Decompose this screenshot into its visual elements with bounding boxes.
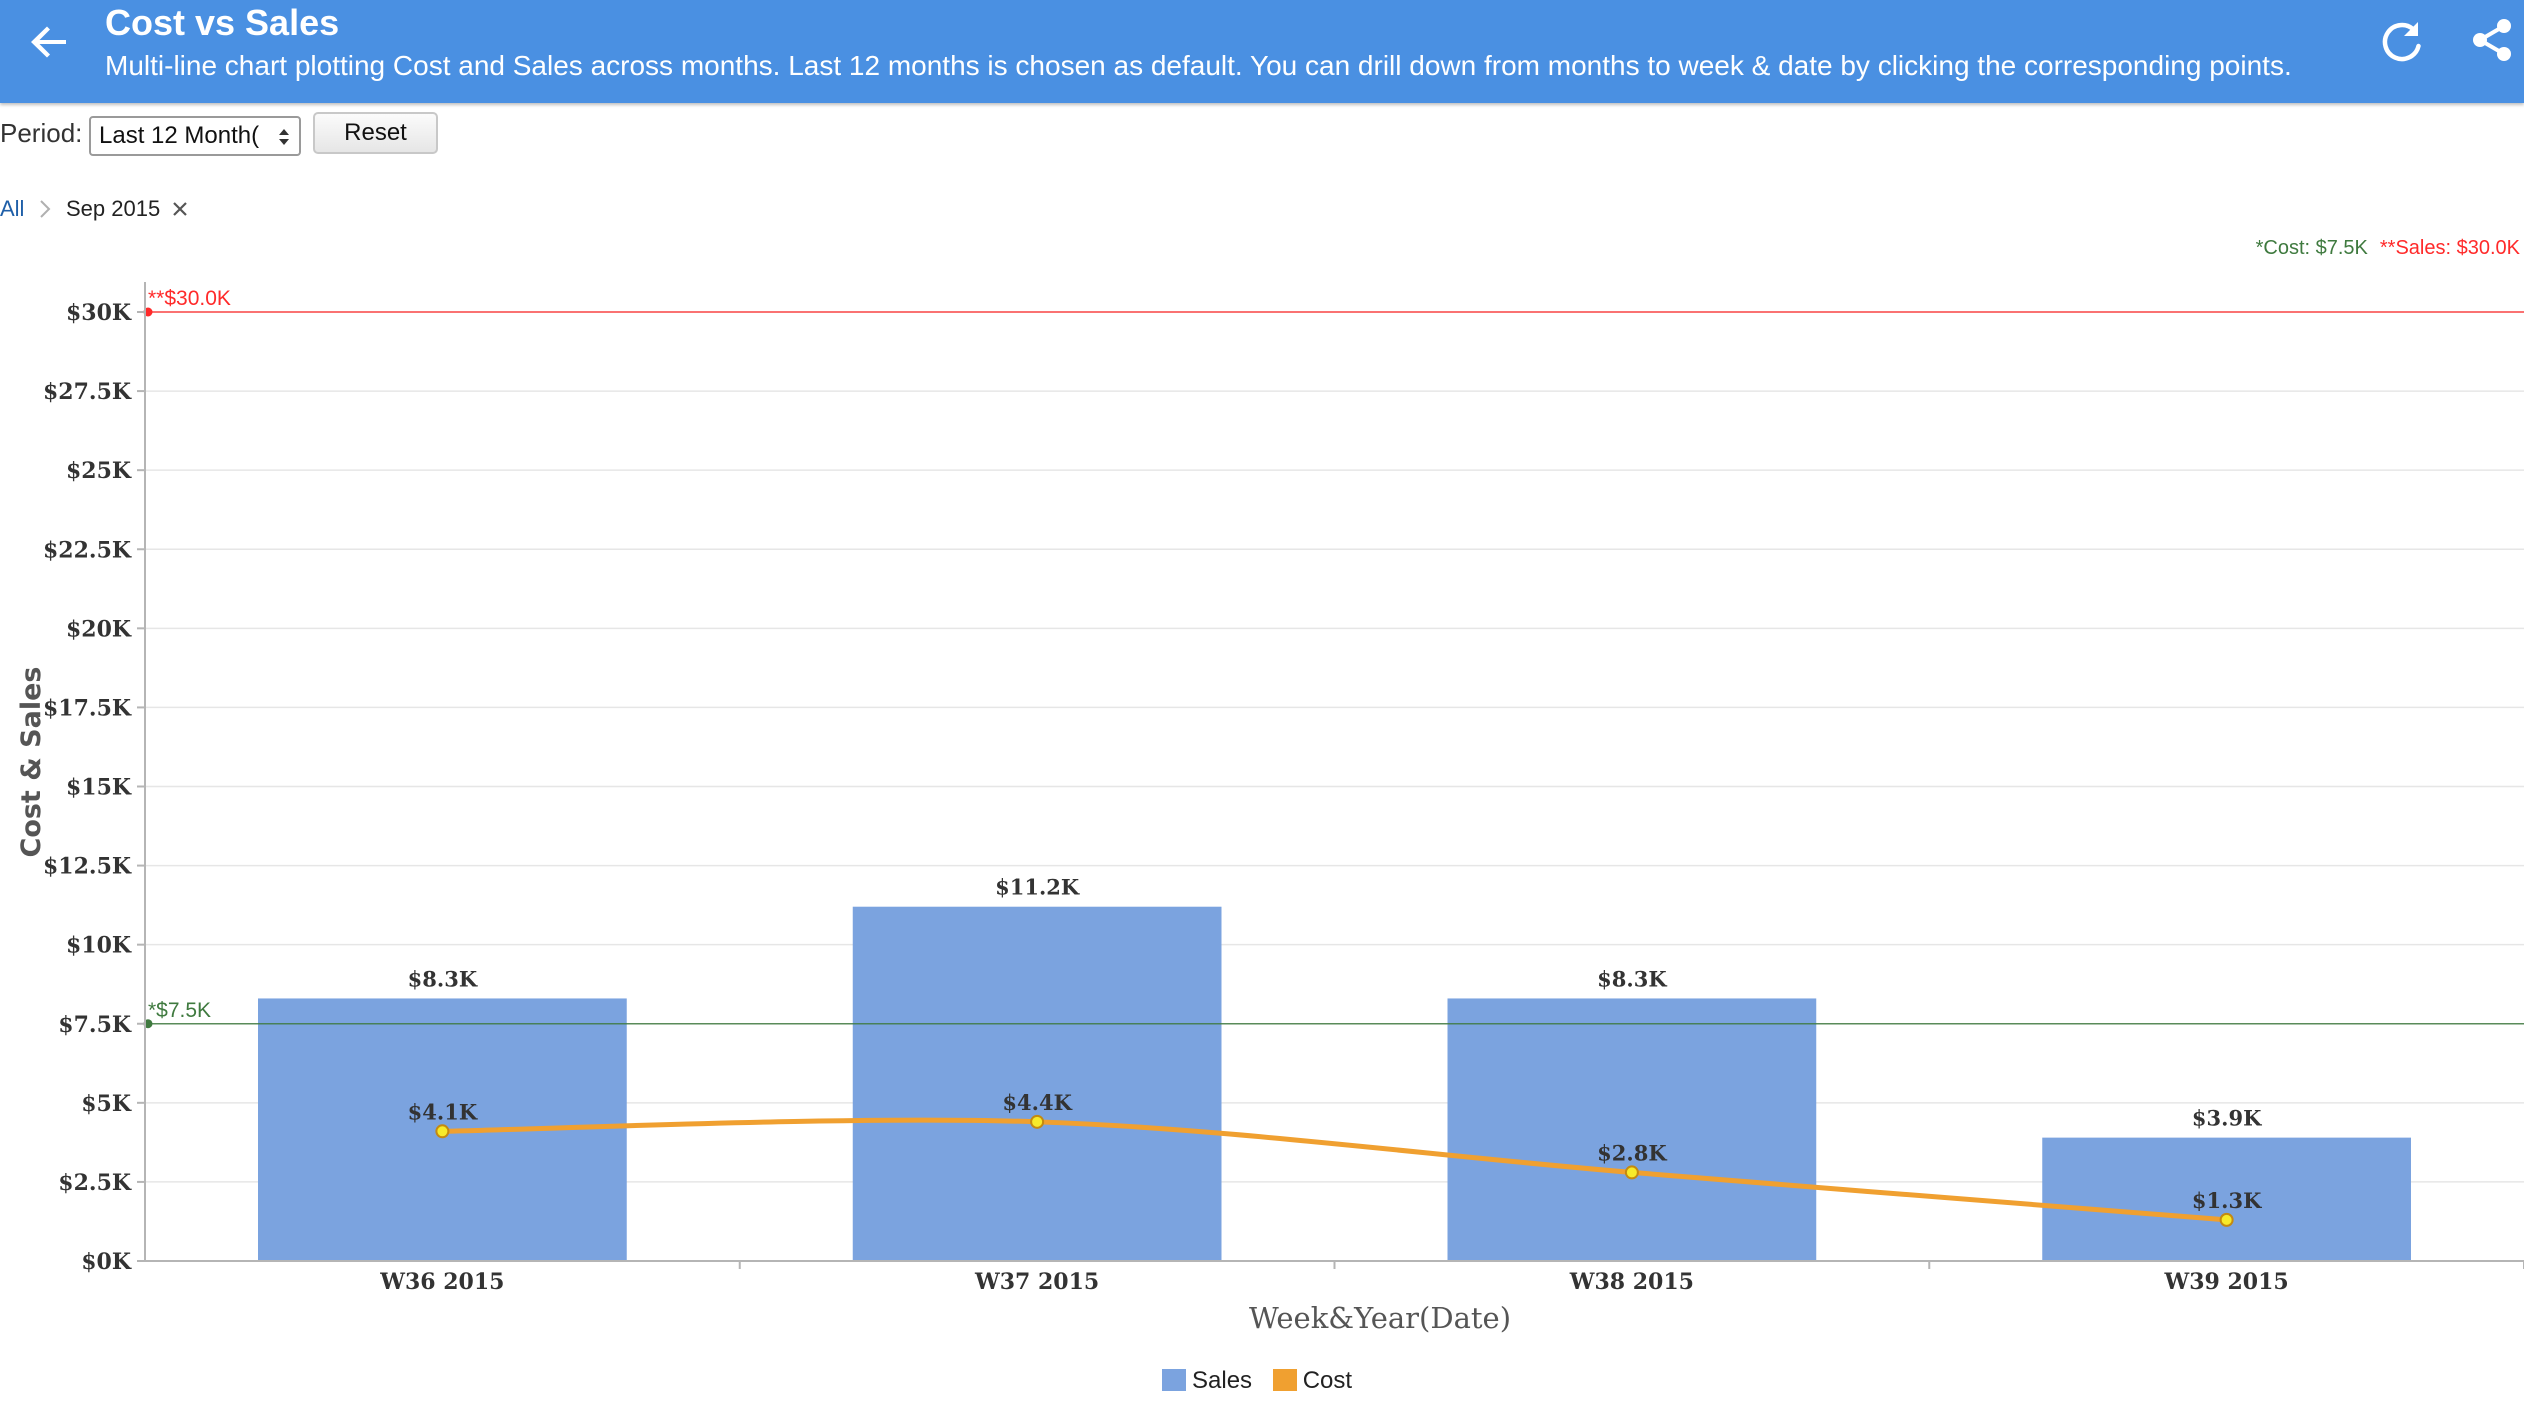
y-tick-label: $17.5K: [43, 695, 132, 721]
x-tick-labels: W36 2015 W37 2015 W38 2015 W39 2015: [379, 1261, 2524, 1295]
cost-line: [435, 1114, 2234, 1227]
cost-data-label: $2.8K: [1597, 1140, 1667, 1165]
refresh-icon: [2382, 22, 2421, 62]
cost-point[interactable]: [435, 1124, 450, 1139]
y-tick-label: $15K: [66, 775, 132, 801]
page-subtitle: Multi-line chart plotting Cost and Sales…: [105, 50, 2292, 81]
reset-button[interactable]: Reset: [313, 112, 438, 154]
y-tick-label: $22.5K: [43, 537, 132, 563]
breadcrumb-all-link[interactable]: All: [0, 196, 25, 221]
back-button[interactable]: [22, 14, 78, 70]
y-tick-label: $27.5K: [43, 379, 132, 405]
cost-point[interactable]: [1624, 1165, 1639, 1180]
arrow-left-icon: [31, 26, 66, 58]
y-tick-label: $12.5K: [43, 854, 132, 880]
x-axis-title: Week&Year(Date): [1249, 1301, 1511, 1335]
x-tick-label: W39 2015: [2164, 1269, 2289, 1295]
cost-series-line: [442, 1117, 2227, 1223]
period-select[interactable]: Last 12 Month(: [89, 116, 301, 156]
y-tick-label: $5K: [81, 1091, 132, 1117]
cost-swatch: [1272, 1369, 1297, 1391]
refresh-button[interactable]: [2376, 16, 2428, 68]
sales-data-label: $3.9K: [2192, 1106, 2262, 1131]
y-tick-label: $10K: [66, 933, 132, 959]
cost-reference-legend: *Cost: $7.5K: [2255, 237, 2368, 259]
y-tick-label: $2.5K: [58, 1170, 132, 1196]
sales-bars: [258, 906, 2411, 1261]
cost-sales-chart: **$30.0K *$7.5K $0K $2.5K $5K $7.5K $10K $12.5…: [16, 282, 2524, 1335]
cost-point[interactable]: [1030, 1114, 1045, 1129]
period-select-value: Last 12 Month(: [99, 122, 260, 149]
sales-data-label: $8.3K: [1597, 966, 1667, 991]
legend-item-cost[interactable]: Cost: [1272, 1366, 1353, 1396]
reference-legend: *Cost: $7.5K **Sales: $30.0K: [2256, 234, 2520, 262]
share-icon: [2473, 19, 2511, 61]
y-axis-title: Cost & Sales: [16, 667, 47, 858]
sales-bar[interactable]: [852, 906, 1222, 1261]
app-header: Cost vs Sales Multi-line chart plotting …: [0, 0, 2524, 103]
sales-reference-label: **$30.0K: [148, 287, 231, 310]
cost-reference-label: *$7.5K: [148, 999, 211, 1022]
sales-bar[interactable]: [1447, 998, 1817, 1261]
sales-data-label: $8.3K: [408, 966, 478, 991]
sales-reference-legend: **Sales: $30.0K: [2379, 237, 2520, 259]
chart-legend: Sales Cost: [1162, 1366, 1366, 1396]
legend-label-sales: Sales: [1192, 1367, 1253, 1394]
updown-arrows-icon: [279, 129, 289, 145]
x-tick-label: W36 2015: [379, 1269, 504, 1295]
y-tick-label: $30K: [66, 300, 132, 326]
legend-item-sales[interactable]: Sales: [1162, 1366, 1252, 1396]
cost-data-label: $4.1K: [408, 1099, 478, 1124]
y-tick-label: $20K: [66, 616, 132, 642]
y-tick-label: $25K: [66, 458, 132, 484]
legend-label-cost: Cost: [1302, 1367, 1353, 1394]
cost-point[interactable]: [2219, 1212, 2234, 1227]
period-label: Period:: [0, 118, 83, 148]
page-title: Cost vs Sales: [105, 2, 340, 43]
sales-bar[interactable]: [2042, 1137, 2411, 1261]
cost-data-label: $4.4K: [1002, 1090, 1072, 1115]
reference-lines: **$30.0K *$7.5K: [143, 287, 2524, 1029]
sales-data-label: $11.2K: [995, 875, 1080, 900]
share-button[interactable]: [2466, 16, 2518, 68]
y-tick-label: $7.5K: [58, 1012, 132, 1038]
chevron-right-icon: [40, 200, 51, 218]
y-tick-label: $0K: [81, 1249, 132, 1275]
cost-data-label: $1.3K: [2192, 1188, 2262, 1213]
sales-swatch: [1162, 1369, 1186, 1391]
y-tick-labels: $0K $2.5K $5K $7.5K $10K $12.5K $15K $17.5K $20K…: [43, 300, 145, 1275]
x-tick-label: W37 2015: [974, 1269, 1099, 1295]
breadcrumb-current: Sep 2015: [66, 196, 161, 221]
x-tick-label: W38 2015: [1569, 1269, 1694, 1295]
data-labels: $8.3K $11.2K $8.3K $3.9K $4.1K $4.4K $2.8K $1.3…: [408, 875, 2262, 1213]
close-icon[interactable]: [170, 199, 190, 219]
